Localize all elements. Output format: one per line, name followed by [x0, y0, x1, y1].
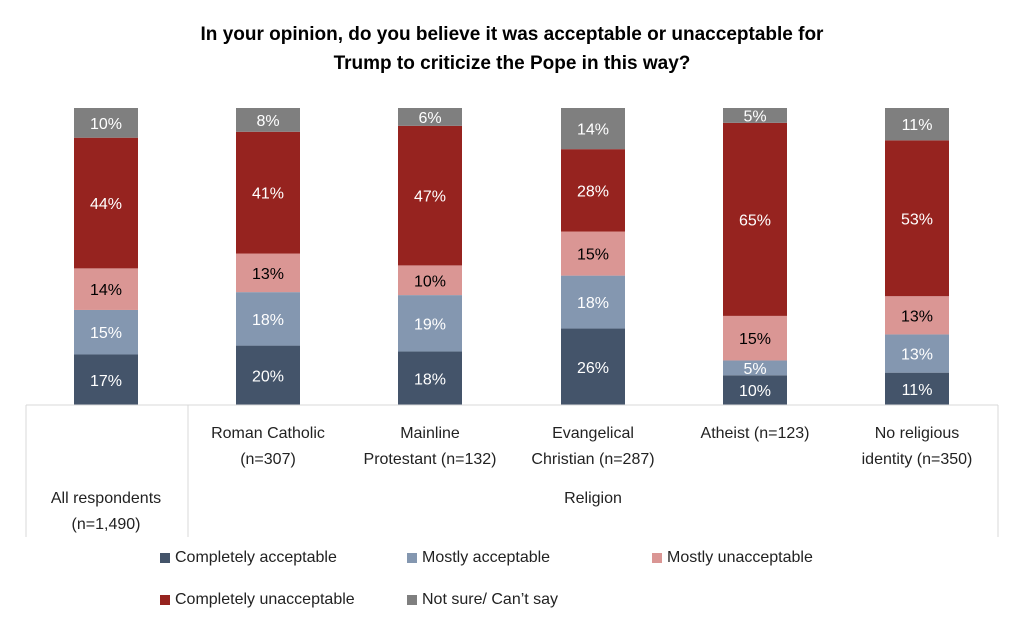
bar-segment [74, 354, 138, 405]
legend-label: Completely unacceptable [175, 591, 355, 608]
bar-segment [723, 360, 787, 376]
data-label: 11% [902, 117, 933, 134]
legend-item: Completely unacceptable [160, 591, 355, 609]
x-tick-label: (n=1,490) [72, 516, 141, 533]
bar-segment [398, 295, 462, 352]
bar-segment [398, 265, 462, 296]
data-label: 10% [739, 383, 771, 400]
bar-segment [561, 275, 625, 329]
data-label: 28% [577, 183, 609, 200]
bar-segment [236, 108, 300, 132]
legend-label: Completely acceptable [175, 549, 337, 566]
bar-segment [398, 125, 462, 266]
data-label: 47% [414, 189, 446, 206]
bar-segment [885, 296, 949, 335]
data-label: 13% [252, 266, 284, 283]
data-label: 6% [418, 110, 441, 127]
x-group-label: Religion [564, 490, 622, 507]
data-label: 44% [90, 196, 122, 213]
bar-segment [236, 253, 300, 293]
data-label: 10% [414, 273, 446, 290]
legend-label: Mostly acceptable [422, 549, 551, 566]
data-label: 11% [902, 382, 933, 399]
legend-swatch [652, 553, 662, 563]
data-label: 13% [901, 308, 933, 325]
bar-segment [74, 268, 138, 310]
x-tick-label: Mainline [400, 425, 460, 442]
bar-segment [723, 122, 787, 316]
data-label: 53% [901, 211, 933, 228]
bar-segment [236, 131, 300, 254]
legend-swatch [407, 595, 417, 605]
data-label: 15% [90, 325, 122, 342]
x-tick-label: Evangelical [552, 425, 634, 442]
data-label: 17% [90, 373, 122, 390]
legend-item: Completely acceptable [160, 549, 337, 567]
x-tick-label: (n=307) [240, 451, 296, 468]
bar-segment [398, 351, 462, 405]
bar-segment [723, 375, 787, 405]
data-label: 20% [252, 368, 284, 385]
legend-item: Mostly acceptable [407, 549, 550, 567]
legend-item: Mostly unacceptable [652, 549, 813, 567]
bar-segment [236, 345, 300, 405]
chart-title-line-2: Trump to criticize the Pope in this way? [333, 53, 691, 74]
bar-segment [74, 108, 138, 138]
data-label: 14% [90, 282, 122, 299]
bar-segment [723, 315, 787, 361]
data-label: 26% [577, 360, 609, 377]
bar-segment [74, 309, 138, 355]
bar-segment [561, 231, 625, 276]
data-label: 14% [577, 122, 609, 139]
bar-segment [885, 108, 949, 141]
x-tick-label: Atheist (n=123) [701, 425, 810, 442]
data-label: 10% [90, 116, 122, 133]
data-label: 13% [901, 347, 933, 364]
legend-item: Not sure/ Can’t say [407, 591, 558, 609]
x-tick-label: Roman Catholic [211, 425, 325, 442]
bar-segment [885, 372, 949, 405]
data-label: 18% [414, 371, 446, 388]
x-tick-label: identity (n=350) [862, 451, 973, 468]
bar-segment [561, 108, 625, 150]
x-tick-label: Christian (n=287) [531, 451, 654, 468]
x-tick-label: All respondents [51, 490, 161, 507]
x-tick-label: Protestant (n=132) [364, 451, 497, 468]
bar-segment [561, 328, 625, 405]
data-label: 18% [577, 295, 609, 312]
bar-segment [561, 149, 625, 232]
data-label: 8% [256, 113, 279, 130]
data-label: 5% [743, 108, 766, 125]
data-label: 19% [414, 316, 446, 333]
bar-segment [74, 137, 138, 269]
legend-swatch [160, 595, 170, 605]
chart-title-line-1: In your opinion, do you believe it was a… [200, 24, 824, 45]
legend-label: Mostly unacceptable [667, 549, 813, 566]
legend-label: Not sure/ Can’t say [422, 591, 559, 608]
data-label: 65% [739, 212, 771, 229]
bar-segment [236, 292, 300, 346]
bar-segment [885, 334, 949, 373]
data-label: 15% [739, 331, 771, 348]
legend-swatch [407, 553, 417, 563]
data-label: 18% [252, 312, 284, 329]
x-tick-label: No religious [875, 425, 959, 442]
data-label: 5% [743, 361, 766, 378]
chart-title: In your opinion, do you believe it was a… [0, 20, 1024, 78]
data-label: 15% [577, 247, 609, 264]
data-label: 41% [252, 186, 284, 203]
legend-swatch [160, 553, 170, 563]
bar-segment [398, 108, 462, 126]
bar-segment [885, 140, 949, 297]
bar-segment [723, 108, 787, 123]
